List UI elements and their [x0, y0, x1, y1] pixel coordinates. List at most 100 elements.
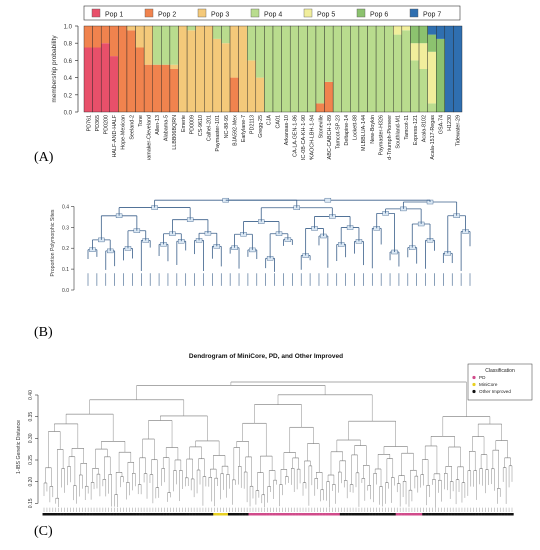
leaf-class-marker	[510, 513, 514, 516]
bar-segment	[324, 81, 334, 112]
leaf-class-marker	[466, 513, 470, 516]
bar-segment	[367, 26, 377, 112]
legend-label: Pop 4	[264, 12, 282, 19]
leaf-class-marker	[83, 513, 87, 516]
leaf-class-marker	[60, 513, 64, 516]
leaf-class-marker	[207, 513, 211, 516]
leaf-class-marker	[295, 513, 299, 516]
leaf-class-marker	[310, 513, 314, 516]
x-tick-label: Arkansas-10	[284, 115, 290, 145]
bar-segment	[324, 26, 334, 82]
legend-label: Other Improved	[479, 389, 511, 394]
bar-segment	[255, 26, 265, 78]
leaf-class-marker	[469, 513, 473, 516]
bar-segment	[118, 26, 127, 112]
bar-segment	[436, 26, 445, 39]
leaf-class-marker	[192, 513, 196, 516]
leaf-class-marker	[260, 513, 264, 516]
x-tick-label: PD2113	[250, 115, 256, 134]
bar-segment	[92, 47, 102, 112]
leaf-class-marker	[413, 513, 417, 516]
leaf-class-marker	[401, 513, 405, 516]
bar-segment	[384, 26, 394, 112]
x-tick-label: Tone	[138, 115, 144, 127]
leaf-class-marker	[280, 513, 285, 516]
x-tick-label: Acala-8102	[421, 115, 427, 142]
x-tick-label: SPKAOCH-LBH-1-94	[310, 115, 316, 160]
leaf-class-marker	[225, 513, 229, 516]
legend-label: Pop 7	[423, 12, 441, 19]
leaf-class-marker	[354, 513, 358, 516]
leaf-class-marker	[304, 513, 308, 516]
x-tick-label: Seeland-2	[129, 115, 135, 140]
bar-segment	[152, 26, 162, 65]
y-tick-label: 0.20	[28, 477, 34, 487]
leaf-class-marker	[227, 513, 232, 516]
bar-segment	[238, 26, 248, 112]
leaf-class-marker	[113, 513, 117, 516]
bar-segment	[453, 26, 462, 112]
leaf-class-marker	[275, 513, 279, 516]
leaf-class-marker	[434, 513, 438, 516]
bar-segment	[427, 103, 437, 112]
x-tick-label: CS-9610	[198, 115, 204, 136]
bar-segment	[221, 43, 231, 113]
leaf-class-marker	[210, 513, 214, 516]
bar-segment	[401, 26, 411, 31]
x-tick-label: Tamcot-SP-23	[335, 115, 341, 149]
bar-segment	[92, 26, 102, 48]
leaf-class-marker	[107, 513, 111, 516]
leaf-class-marker	[375, 513, 379, 516]
bar-segment	[169, 26, 179, 65]
panel-label-a: (A)	[34, 150, 54, 165]
panel-label-b: (B)	[34, 325, 53, 340]
leaf-class-marker	[472, 513, 476, 516]
leaf-class-marker	[186, 513, 190, 516]
leaf-class-marker	[136, 513, 140, 516]
dendrogram-tree	[42, 381, 514, 516]
leaf-class-marker	[298, 513, 302, 516]
bar-segment	[255, 77, 265, 112]
bar-segment	[101, 26, 110, 44]
bar-segment	[410, 43, 420, 61]
leaf-class-marker	[289, 513, 293, 516]
y-tick-label: 0.35	[28, 412, 34, 422]
legend-label: Pop 2	[158, 12, 176, 19]
bar-segment	[187, 26, 196, 31]
bar-segment	[281, 26, 291, 112]
leaf-class-marker	[151, 513, 155, 516]
x-tick-label: PD761	[86, 115, 92, 131]
y-axis-label: 1-IBS Genetic Distance	[16, 420, 22, 474]
bar-segment	[333, 26, 342, 112]
leaf-class-marker	[410, 513, 414, 516]
leaf-class-marker	[269, 513, 273, 516]
leaf-class-marker	[169, 513, 173, 516]
bar-segment	[109, 26, 119, 57]
legend-label: Pop 5	[317, 12, 335, 19]
leaf-class-marker	[154, 513, 158, 516]
bar-segment	[341, 26, 351, 112]
y-tick-label: 0.8	[64, 42, 73, 48]
leaf-class-marker	[442, 513, 446, 516]
leaf-class-marker	[425, 513, 429, 516]
bar-segment	[221, 26, 231, 44]
bar-segment	[410, 26, 420, 44]
legend-swatch	[144, 8, 154, 18]
legend-label: Pop 6	[370, 12, 388, 19]
leaf-class-marker	[222, 513, 226, 516]
x-tick-label: BJA592-Mex	[232, 115, 238, 146]
bar-segment	[358, 26, 368, 112]
x-tick-label: Emerie	[181, 115, 187, 132]
leaf-class-marker	[357, 513, 361, 516]
y-tick-label: 0.0	[62, 288, 69, 294]
leaf-class-marker	[66, 513, 70, 516]
bar-segment	[230, 77, 239, 112]
leaf-class-marker	[69, 513, 73, 516]
x-tick-label: NC-88-95	[224, 115, 230, 138]
leaf-class-marker	[307, 513, 311, 516]
bar-segment	[109, 56, 119, 112]
bar-segment	[187, 30, 196, 112]
leaf-class-marker	[342, 513, 346, 516]
legend-label: MiniCore	[479, 382, 498, 387]
leaf-class-marker	[195, 513, 199, 516]
